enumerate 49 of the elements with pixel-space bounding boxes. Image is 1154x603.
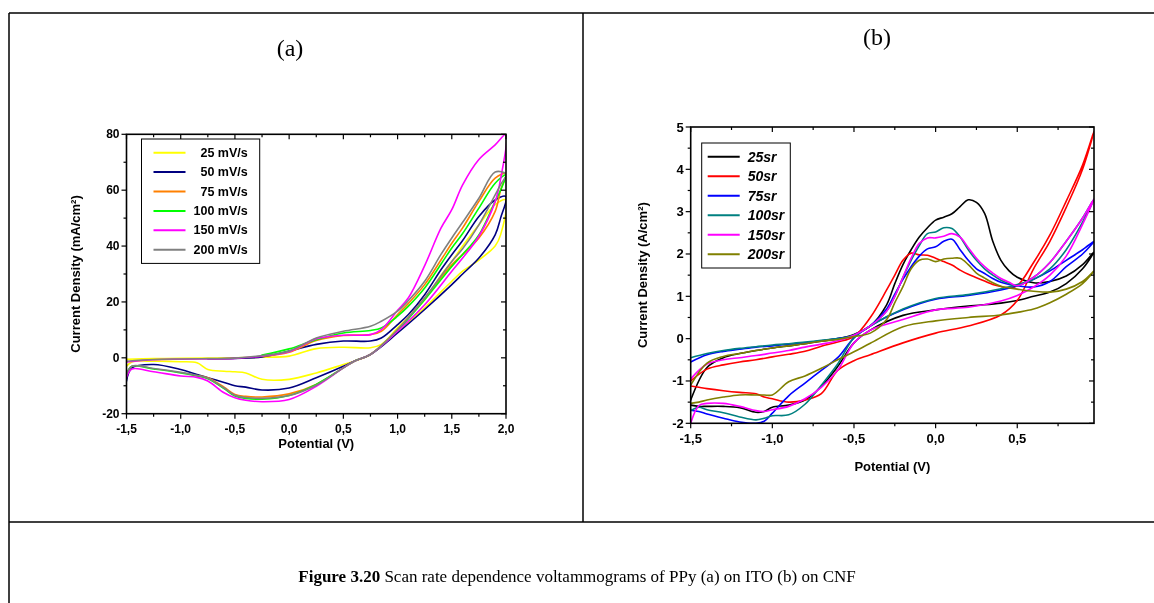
y-tick-label: 20 <box>106 294 120 309</box>
y-axis-title: Current Density (A/cm²) <box>635 202 650 349</box>
legend-label: 25sr <box>746 148 779 165</box>
x-tick-label: 0,5 <box>335 421 353 436</box>
x-tick-label: 0,0 <box>926 431 945 447</box>
legend-label: 50 mV/s <box>200 165 248 180</box>
x-tick-label: 2,0 <box>497 421 515 436</box>
x-tick-label: -1,0 <box>761 431 784 447</box>
y-tick-label: 1 <box>676 288 684 304</box>
legend-label: 200sr <box>746 246 786 263</box>
legend-label: 50sr <box>747 168 779 185</box>
y-tick-label: 80 <box>106 127 120 142</box>
x-tick-label: -1,5 <box>116 421 138 436</box>
y-tick-label: -2 <box>672 415 684 431</box>
y-tick-label: 60 <box>106 183 120 198</box>
y-tick-label: -20 <box>102 406 120 421</box>
text: Scan rate dependence voltammograms of PPy (a) on ITO (b) on CNF <box>380 567 856 586</box>
x-axis-title: Potential (V) <box>278 436 355 451</box>
chart-title: (a) <box>276 35 304 61</box>
y-tick-label: 4 <box>676 161 685 177</box>
caption: Figure 3.20 <box>298 567 381 586</box>
y-axis-title: Current Density (mA/cm²) <box>68 195 83 353</box>
y-tick-label: 40 <box>106 239 120 254</box>
y-tick-label: -1 <box>672 373 684 389</box>
y-tick-label: 5 <box>676 119 684 135</box>
x-tick-label: 0,0 <box>280 421 298 436</box>
x-tick-label: -1,5 <box>679 431 702 447</box>
x-axis-title: Potential (V) <box>854 459 931 474</box>
legend-label: 100sr <box>747 207 786 224</box>
legend-label: 75 mV/s <box>200 184 248 199</box>
y-tick-label: 2 <box>676 246 684 262</box>
x-tick-label: -1,0 <box>170 421 192 436</box>
x-tick-label: 0,5 <box>1008 431 1027 447</box>
line-series <box>690 130 1094 403</box>
x-tick-label: 1,5 <box>443 421 461 436</box>
line-series <box>690 257 1094 405</box>
legend-label: 100 mV/s <box>193 203 248 218</box>
x-tick-label: 1,0 <box>389 421 407 436</box>
y-tick-label: 0 <box>112 350 120 365</box>
x-tick-label: -0,5 <box>842 431 866 447</box>
y-tick-label: 0 <box>676 331 684 347</box>
chart-title: (b) <box>863 24 891 50</box>
legend-label: 25 mV/s <box>200 145 248 160</box>
legend-label: 75sr <box>747 187 779 204</box>
x-tick-label: -0,5 <box>224 421 246 436</box>
legend-label: 150sr <box>747 226 786 243</box>
legend-label: 200 mV/s <box>193 242 248 257</box>
legend-label: 150 mV/s <box>193 223 248 238</box>
y-tick-label: 3 <box>676 204 684 220</box>
